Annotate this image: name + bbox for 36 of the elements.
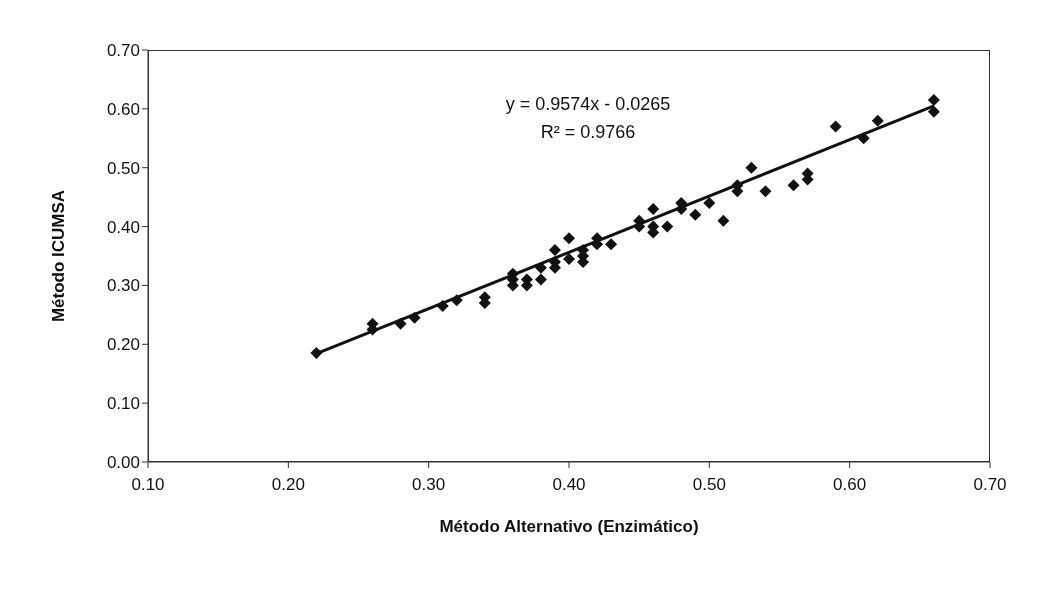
y-axis-title: Método ICUMSA [49, 189, 69, 323]
point [534, 273, 547, 286]
x-tick-label: 0.70 [973, 475, 1007, 495]
point [703, 197, 716, 210]
point [759, 185, 772, 198]
y-tick-label: 0.40 [106, 217, 140, 237]
x-tick-label: 0.60 [833, 475, 867, 495]
y-tick-label: 0.20 [106, 335, 140, 355]
annotation: y = 0.9574x - 0.0265 [504, 93, 672, 116]
y-tick-label: 0.50 [106, 158, 140, 178]
y-tick-label: 0.30 [106, 276, 140, 296]
x-tick-label: 0.30 [412, 475, 446, 495]
y-tick-label: 0.70 [106, 41, 140, 61]
point [647, 202, 660, 215]
point [927, 105, 940, 118]
point [829, 120, 842, 133]
annotation: R² = 0.9766 [539, 121, 637, 144]
point [717, 214, 730, 227]
point [563, 252, 575, 265]
point [605, 238, 618, 251]
point [689, 208, 702, 221]
point [787, 179, 800, 192]
x-tick-label: 0.40 [552, 475, 586, 495]
y-tick-label: 0.10 [106, 394, 140, 414]
y-tick-label: 0.00 [106, 453, 140, 473]
y-tick-label: 0.60 [106, 99, 140, 119]
x-axis-title: Método Alternativo (Enzimático) [439, 517, 699, 536]
point [927, 94, 940, 107]
x-tick-label: 0.50 [692, 475, 726, 495]
point [871, 114, 884, 127]
point [661, 220, 674, 233]
x-tick-label: 0.10 [131, 475, 165, 495]
point [548, 244, 561, 257]
point [563, 232, 575, 245]
point [745, 161, 758, 174]
x-tick-label: 0.20 [271, 475, 305, 495]
